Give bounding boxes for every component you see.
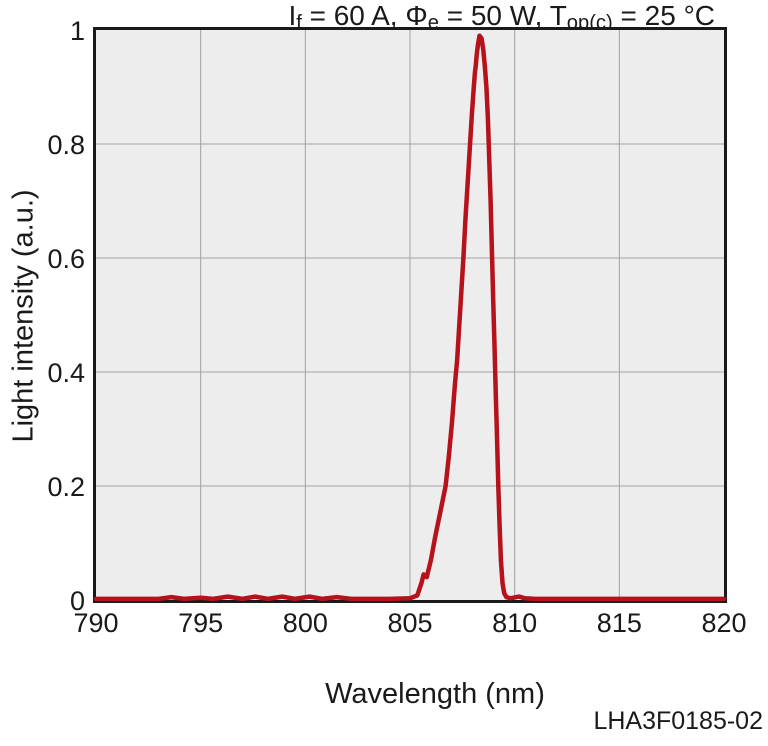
title-text: I [288, 0, 297, 31]
x-tick-label: 815 [596, 608, 642, 638]
y-tick-label: 1 [69, 16, 85, 46]
title-subscript: e [427, 12, 439, 35]
title-subscript: f [296, 12, 302, 35]
y-tick-label: 0.8 [47, 130, 85, 160]
title-text: Φ [405, 0, 428, 31]
x-tick-label: 820 [701, 608, 747, 638]
y-tick-label: 0 [69, 586, 85, 616]
x-tick-label: 810 [492, 608, 538, 638]
x-tick-label: 800 [282, 608, 328, 638]
title-text: = 50 W, T [438, 0, 567, 31]
title-text: = 60 A, [301, 0, 406, 31]
x-axis-label: Wavelength (nm) [325, 678, 545, 710]
y-axis-label: Light intensity (a.u.) [7, 189, 40, 443]
y-tick-label: 0.6 [47, 244, 85, 274]
title-text: = 25 °C [612, 0, 716, 31]
x-tick-label: 805 [387, 608, 433, 638]
x-tick-label: 795 [178, 608, 224, 638]
figure-code: LHA3F0185-02 [593, 707, 763, 735]
spectrum-curve [93, 33, 727, 602]
x-tick-label: 790 [73, 608, 119, 638]
y-tick-label: 0.2 [47, 472, 85, 502]
plot-area [93, 27, 727, 603]
y-tick-label: 0.4 [47, 358, 85, 388]
spectrum-plot-svg [93, 30, 727, 602]
